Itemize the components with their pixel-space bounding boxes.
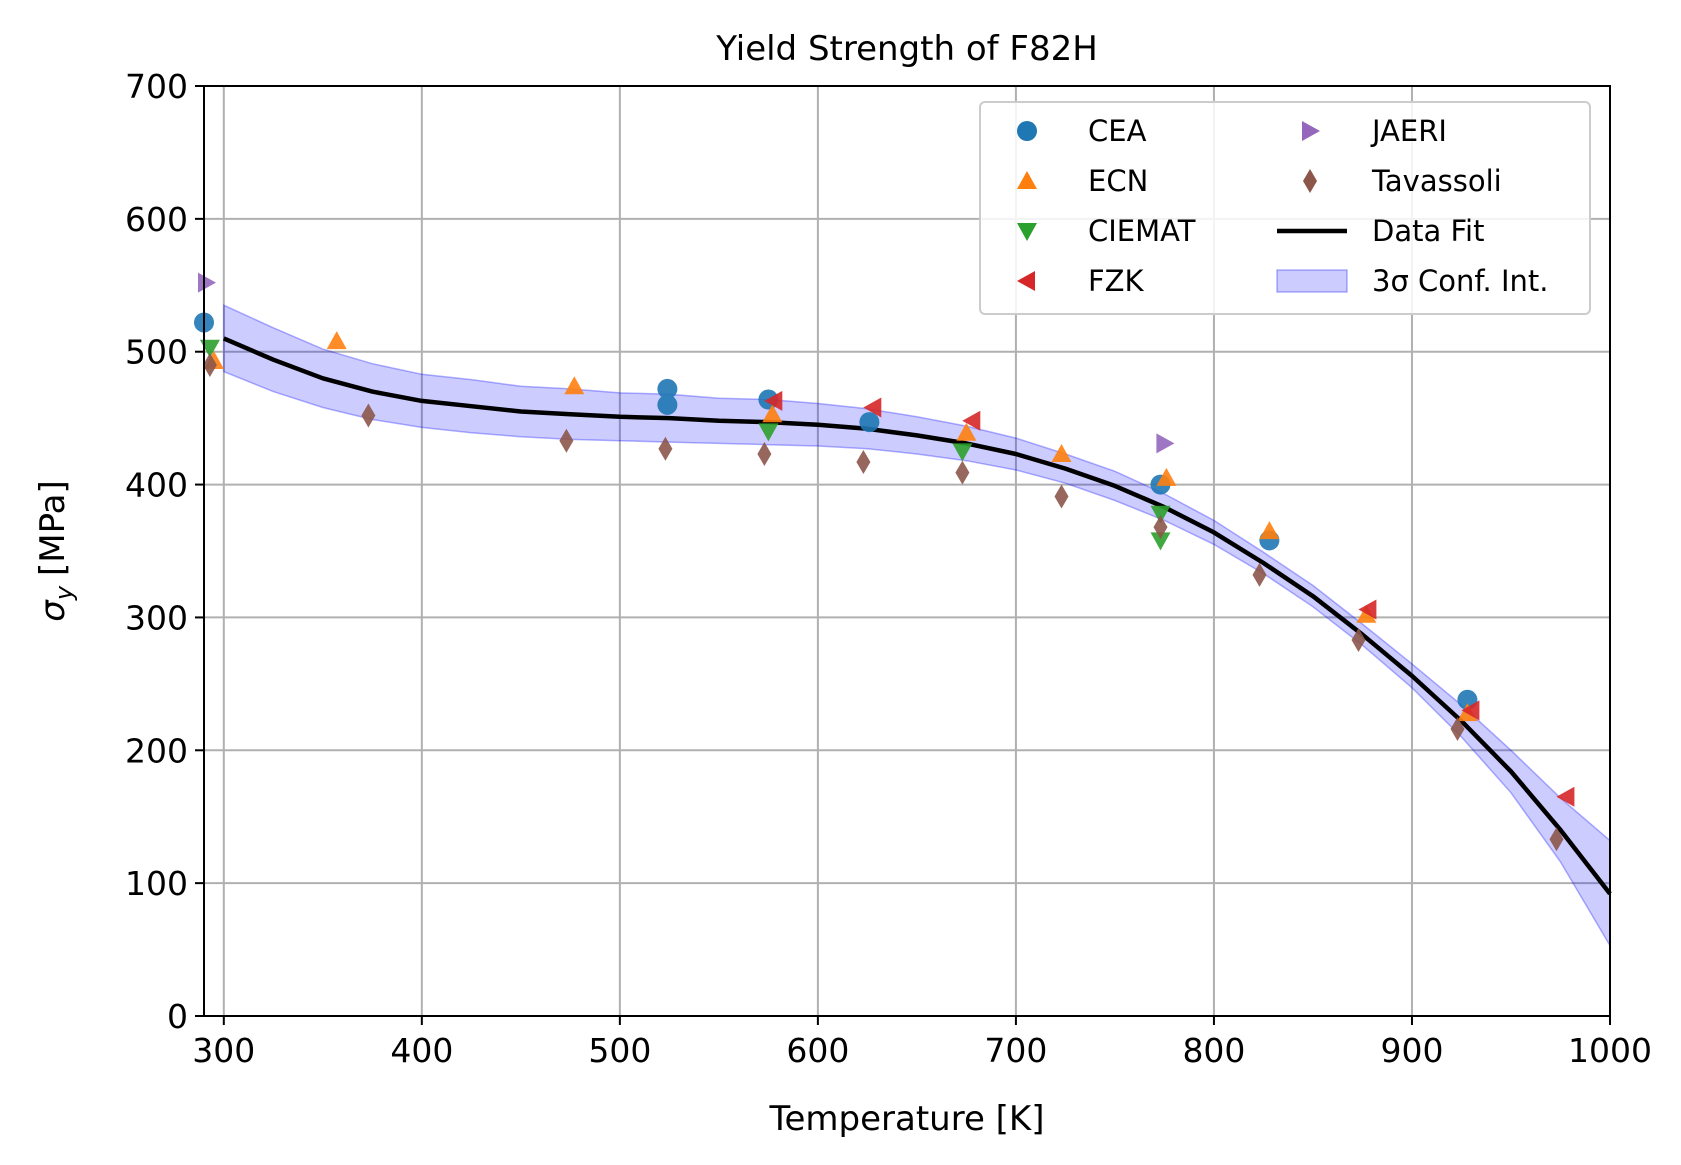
x-tick-label: 400 xyxy=(390,1031,453,1070)
y-axis-label-symbol: σ xyxy=(33,599,73,622)
data-points-layer xyxy=(194,272,1575,852)
legend: CEA ECN CIEMAT FZK JAERI Tavassoli Data Fit 3σ … xyxy=(979,101,1591,315)
plot-frame xyxy=(203,85,1611,1017)
x-tick-label: 800 xyxy=(1182,1031,1245,1070)
data-point xyxy=(1556,786,1575,807)
data-point xyxy=(1450,717,1465,741)
x-tick-label: 500 xyxy=(588,1031,651,1070)
y-tick-label: 700 xyxy=(125,67,188,106)
y-axis-label: σy [MPa] xyxy=(33,480,78,621)
series-fzk xyxy=(764,390,1575,807)
x-tick-label: 700 xyxy=(984,1031,1047,1070)
data-point xyxy=(1156,467,1177,486)
legend-label: CIEMAT xyxy=(1088,214,1196,248)
legend-label: CEA xyxy=(1088,114,1147,148)
data-point xyxy=(1054,484,1069,509)
data-point xyxy=(859,412,880,433)
legend-label: Tavassoli xyxy=(1371,164,1502,198)
data-point xyxy=(1351,628,1366,652)
legend-patch-confidence xyxy=(1276,269,1348,293)
data-point xyxy=(757,442,772,466)
y-axis-label-unit: [MPa] xyxy=(33,480,73,576)
data-point xyxy=(1252,562,1267,587)
data-point xyxy=(1259,521,1280,540)
legend-marker-fzk xyxy=(1017,271,1035,291)
legend-label: 3σ Conf. Int. xyxy=(1372,264,1548,298)
data-point xyxy=(1461,700,1480,721)
data-point xyxy=(856,450,871,474)
y-tick-label: 500 xyxy=(125,333,188,372)
data-point xyxy=(1549,827,1564,852)
y-tick-label: 0 xyxy=(167,997,188,1036)
data-point xyxy=(952,443,973,462)
x-tick-label: 900 xyxy=(1380,1031,1443,1070)
legend-label: JAERI xyxy=(1370,114,1447,148)
x-axis-label: Temperature [K] xyxy=(768,1099,1044,1139)
x-axis-ticks: 300 400 500 600 700 800 900 1000 xyxy=(192,1016,1652,1070)
data-point xyxy=(658,436,673,461)
y-axis-label-subscript: y xyxy=(50,585,78,601)
series-tavassoli xyxy=(202,353,1564,852)
data-point xyxy=(956,422,977,441)
data-point xyxy=(955,460,970,485)
legend-marker-tavassoli xyxy=(1303,169,1317,193)
data-point xyxy=(1150,532,1171,551)
legend-label: FZK xyxy=(1088,264,1145,298)
data-point xyxy=(1358,599,1377,620)
data-point xyxy=(863,397,882,418)
data-point xyxy=(326,331,347,350)
data-point xyxy=(1153,515,1168,540)
data-point xyxy=(564,376,585,395)
chart-title: Yield Strength of F82H xyxy=(715,29,1098,69)
data-point xyxy=(559,428,574,453)
legend-marker-ecn xyxy=(1017,171,1037,189)
legend-label: Data Fit xyxy=(1372,214,1484,248)
data-point xyxy=(657,394,678,415)
data-point xyxy=(762,404,783,423)
legend-label: ECN xyxy=(1088,164,1148,198)
data-point xyxy=(1051,444,1072,462)
x-tick-label: 600 xyxy=(786,1031,849,1070)
x-tick-label: 300 xyxy=(192,1031,255,1070)
y-tick-label: 400 xyxy=(125,466,188,505)
legend-marker-jaeri xyxy=(1302,121,1320,141)
data-point xyxy=(764,390,783,411)
data-point xyxy=(962,410,981,431)
data-point xyxy=(1156,433,1175,454)
x-tick-label: 1000 xyxy=(1568,1031,1652,1070)
y-axis-ticks: 0 100 200 300 400 500 600 700 xyxy=(125,67,204,1036)
fit-line xyxy=(222,336,1612,896)
data-point xyxy=(361,403,376,428)
series-ecn xyxy=(203,331,1478,722)
data-point xyxy=(1150,505,1171,524)
series-ciemat xyxy=(199,339,1171,551)
data-point xyxy=(198,272,216,293)
data-point xyxy=(758,423,779,442)
y-tick-label: 600 xyxy=(125,200,188,239)
fit-line-layer xyxy=(222,336,1612,896)
legend-marker-ciemat xyxy=(1017,223,1037,241)
series-jaeri xyxy=(198,272,1175,454)
legend-marker-cea xyxy=(1017,121,1037,141)
legend-box xyxy=(979,101,1591,315)
data-point xyxy=(657,378,678,399)
y-tick-label: 100 xyxy=(125,864,188,903)
y-tick-label: 300 xyxy=(125,598,188,637)
data-point xyxy=(202,353,217,377)
y-tick-label: 200 xyxy=(125,731,188,770)
